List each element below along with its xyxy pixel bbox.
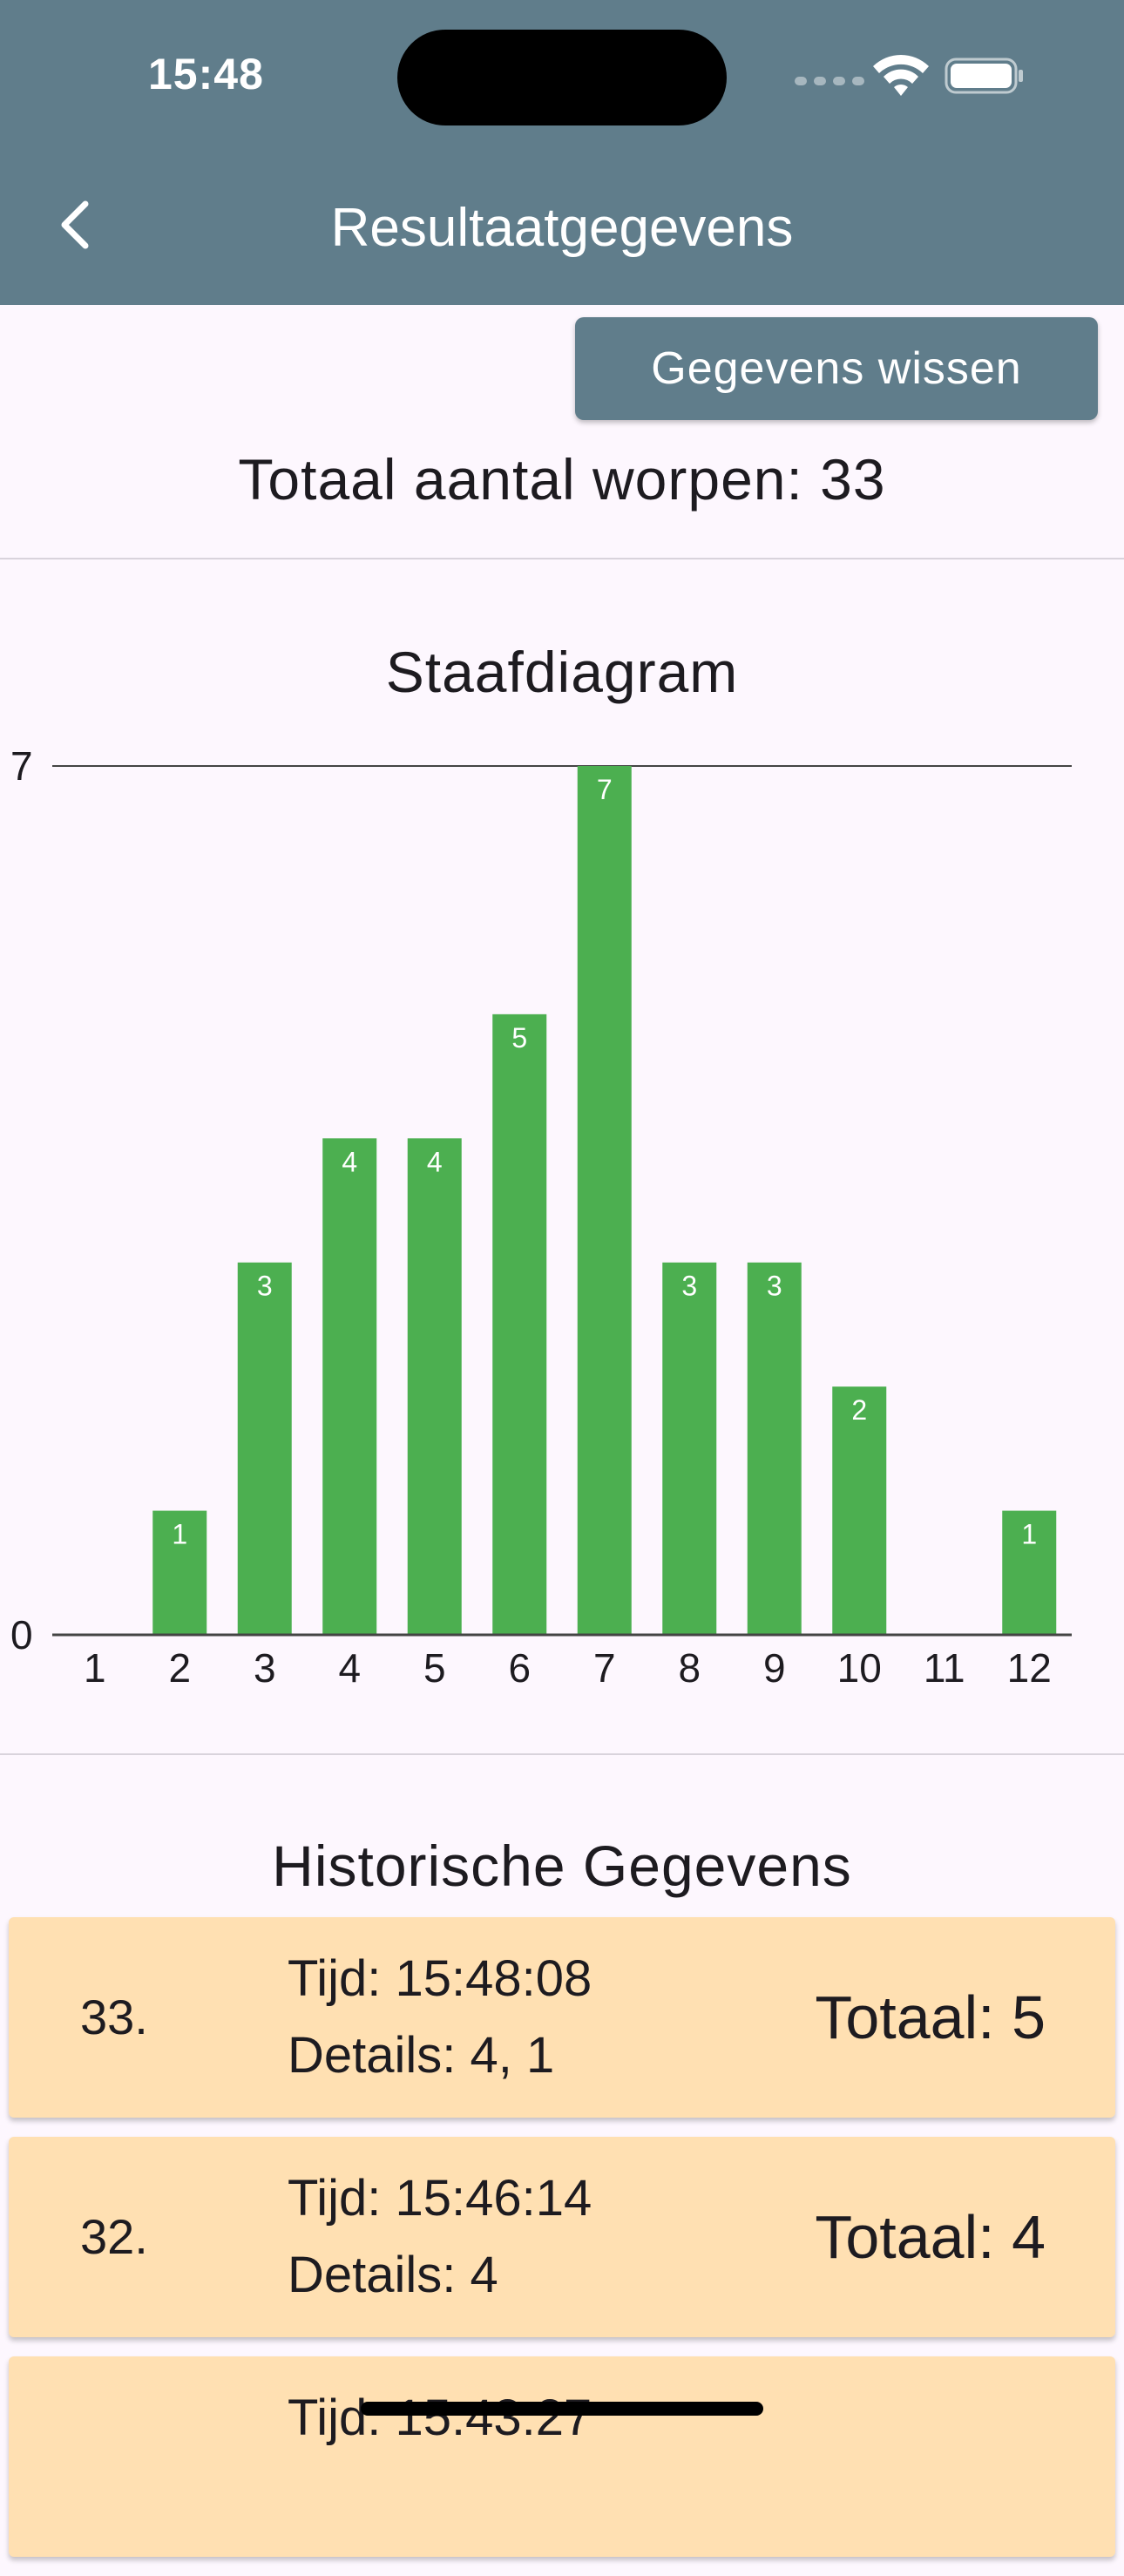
battery-icon <box>945 58 1023 94</box>
x-tick-label: 11 <box>924 1645 965 1691</box>
chevron-left-icon <box>61 200 89 249</box>
bar-value-label: 3 <box>257 1271 273 1302</box>
bar-value-label: 3 <box>767 1271 782 1302</box>
status-time: 15:48 <box>148 50 264 98</box>
bar-value-label: 4 <box>427 1146 443 1177</box>
page-title: Resultaatgegevens <box>330 198 794 258</box>
history-details: Details: 4 <box>288 2247 498 2303</box>
dynamic-island <box>397 30 727 125</box>
x-tick-label: 6 <box>508 1645 531 1691</box>
x-tick-label: 10 <box>837 1645 882 1691</box>
bar-value-label: 2 <box>851 1394 867 1426</box>
history-total: Totaal: 5 <box>815 1983 1046 2051</box>
history-card: 32. Tijd: 15:46:14 Details: 4 Totaal: 4 <box>9 2137 1115 2337</box>
bar <box>322 1138 377 1635</box>
history-time: Tijd: 15:48:08 <box>288 1950 592 2007</box>
bar-value-label: 5 <box>511 1022 527 1054</box>
history-total: Totaal: 4 <box>815 2203 1046 2271</box>
x-tick-label: 1 <box>84 1645 106 1691</box>
home-indicator <box>361 2402 763 2416</box>
history-card: Tijd: 15:43:27 <box>9 2356 1115 2557</box>
bar <box>152 1510 207 1635</box>
bar <box>492 1013 547 1635</box>
x-tick-label: 8 <box>678 1645 701 1691</box>
bar-value-label: 3 <box>681 1271 697 1302</box>
x-tick-label: 12 <box>1007 1645 1052 1691</box>
bar-value-label: 7 <box>597 774 613 805</box>
cellular-signal-icon <box>795 77 864 85</box>
divider <box>0 1753 1124 1755</box>
bar <box>662 1262 717 1635</box>
history-title: Historische Gegevens <box>272 1834 852 1898</box>
bar <box>832 1386 887 1635</box>
history-time: Tijd: 15:43:27 <box>288 2390 592 2446</box>
x-tick-label: 2 <box>168 1645 191 1691</box>
y-tick-label: 0 <box>10 1612 33 1657</box>
history-card: 33. Tijd: 15:48:08 Details: 4, 1 Totaal:… <box>9 1917 1115 2118</box>
x-tick-label: 9 <box>763 1645 786 1691</box>
history-number: 33. <box>80 1990 148 2044</box>
history-list: 33. Tijd: 15:48:08 Details: 4, 1 Totaal:… <box>9 1917 1115 2576</box>
bar <box>237 1262 292 1635</box>
x-tick-label: 3 <box>254 1645 276 1691</box>
bar-value-label: 4 <box>342 1146 357 1177</box>
total-throws: Totaal aantal worpen: 33 <box>238 447 886 512</box>
wifi-icon <box>873 55 929 96</box>
x-tick-label: 7 <box>593 1645 616 1691</box>
back-button[interactable] <box>44 193 106 256</box>
bar <box>1002 1510 1057 1635</box>
history-time: Tijd: 15:46:14 <box>288 2170 592 2227</box>
bar-value-label: 1 <box>172 1519 187 1550</box>
bar-value-label: 1 <box>1021 1519 1037 1550</box>
bar <box>747 1262 802 1635</box>
history-number: 32. <box>80 2209 148 2264</box>
bar <box>407 1138 462 1635</box>
bar <box>577 766 632 1635</box>
x-tick-label: 5 <box>423 1645 446 1691</box>
app-bar: 15:48 Resultaatgegevens <box>0 0 1124 305</box>
x-tick-label: 4 <box>338 1645 361 1691</box>
history-details: Details: 4, 1 <box>288 2027 555 2084</box>
y-tick-label: 7 <box>10 743 33 789</box>
clear-data-button[interactable]: Gegevens wissen <box>575 317 1098 420</box>
chart-title: Staafdiagram <box>385 640 739 704</box>
divider <box>0 558 1124 559</box>
